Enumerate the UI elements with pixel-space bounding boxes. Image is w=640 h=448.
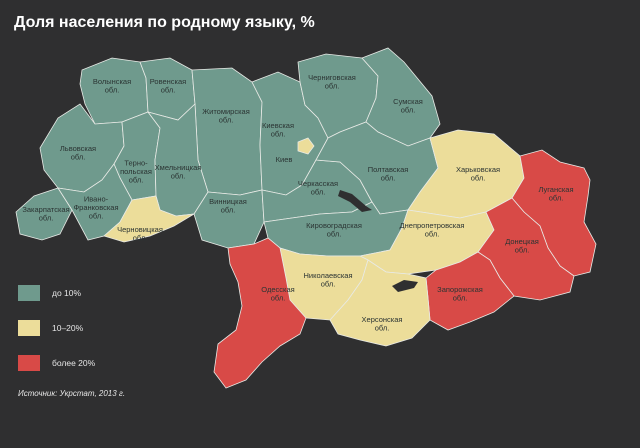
legend-item-low: до 10%: [18, 285, 81, 301]
kakhovka-reservoir-water: [392, 280, 418, 292]
region-label-lviv: Львовская обл.: [60, 144, 96, 162]
region-label-ivano-frankivsk: Ивано-Франковская обл.: [73, 195, 118, 221]
region-label-mykolaiv: Николаевская обл.: [303, 271, 352, 289]
map-title: Доля населения по родному языку, %: [14, 14, 315, 31]
region-kyiv: [297, 137, 315, 155]
region-label-luhansk: Луганская обл.: [538, 185, 573, 203]
region-label-khmelnytskyi: Хмельницкая обл.: [155, 163, 202, 181]
region-odesa: [213, 237, 307, 389]
regions-layer: [15, 47, 597, 389]
region-label-rivne: Ровенская обл.: [150, 77, 187, 95]
region-label-chernivtsi: Черновицкая обл.: [117, 225, 163, 243]
region-label-kherson: Херсонская обл.: [362, 315, 403, 333]
region-label-zhytomyr: Житомирская обл.: [202, 107, 250, 125]
region-label-poltava: Полтавская обл.: [368, 165, 409, 183]
region-label-zakarpattia: Закарпатская обл.: [22, 205, 69, 223]
source-note: Источник: Укрстат, 2013 г.: [18, 389, 126, 398]
region-label-ternopil: Терно-польская обл.: [120, 159, 152, 185]
legend-swatch-high: [18, 355, 40, 371]
labels-layer: Волынская обл. Ровенская обл. Житомирская обл…: [22, 73, 573, 333]
region-label-volyn: Волынская обл.: [93, 77, 131, 95]
region-label-chernihiv: Черниговская обл.: [308, 73, 356, 91]
region-label-kirovohrad: Кировоградская обл.: [306, 221, 362, 239]
region-label-dnipropetrovsk: Днепропетровская обл.: [400, 221, 465, 239]
legend-swatch-mid: [18, 320, 40, 336]
legend-label-mid: 10–20%: [52, 323, 84, 333]
region-label-vinnytsia: Винницкая обл.: [209, 197, 247, 215]
region-label-kyiv-oblast: Киевская обл.: [262, 121, 294, 139]
region-label-sumy: Сумская обл.: [393, 97, 423, 115]
region-label-kharkiv: Харьковская обл.: [456, 165, 500, 183]
kremenchuk-reservoir-water: [338, 190, 372, 212]
region-chernivtsi: [103, 195, 195, 243]
legend-label-low: до 10%: [52, 288, 82, 298]
region-label-odesa: Одесская обл.: [261, 285, 294, 303]
legend-label-high: более 20%: [52, 358, 96, 368]
legend-item-mid: 10–20%: [18, 320, 83, 336]
region-label-donetsk: Донецкая обл.: [505, 237, 539, 255]
region-zakarpattia: [15, 187, 73, 241]
legend-item-high: более 20%: [18, 355, 95, 371]
legend-swatch-low: [18, 285, 40, 301]
region-label-cherkasy: Черкасская обл.: [298, 179, 338, 197]
region-label-zaporizhzhia: Запорожская обл.: [437, 285, 483, 303]
region-label-kyiv: Киев: [276, 155, 293, 164]
